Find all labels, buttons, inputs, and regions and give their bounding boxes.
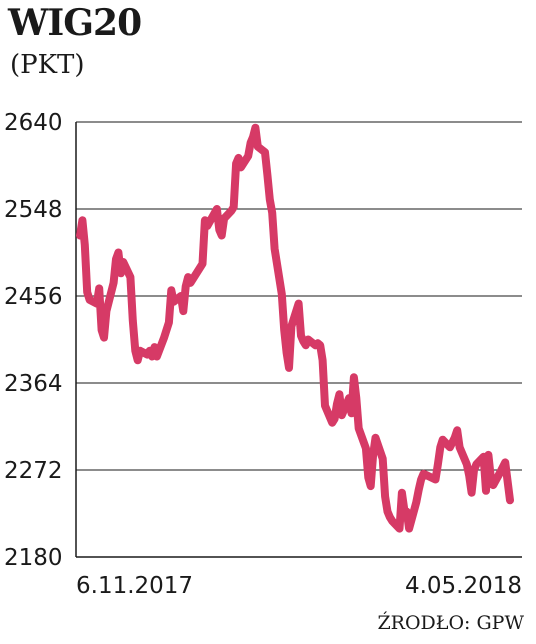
- y-tick-label: 2364: [4, 371, 63, 397]
- y-tick-label: 2272: [4, 458, 63, 484]
- y-axis-ticks: 2640 2548 2456 2364 2272 2180: [4, 110, 63, 571]
- series-line-wig20: [76, 123, 514, 533]
- x-start-label: 6.11.2017: [76, 573, 193, 599]
- y-tick-label: 2640: [4, 110, 63, 136]
- gridlines: [76, 121, 522, 471]
- source-note: ŹRODŁO: GPW: [377, 612, 524, 634]
- x-end-label: 4.05.2018: [405, 573, 522, 599]
- y-tick-label: 2456: [4, 284, 63, 310]
- unit-label: (PKT): [10, 50, 85, 80]
- y-tick-label: 2180: [4, 545, 63, 571]
- y-tick-label: 2548: [4, 197, 63, 223]
- chart-title: WIG20: [8, 2, 142, 44]
